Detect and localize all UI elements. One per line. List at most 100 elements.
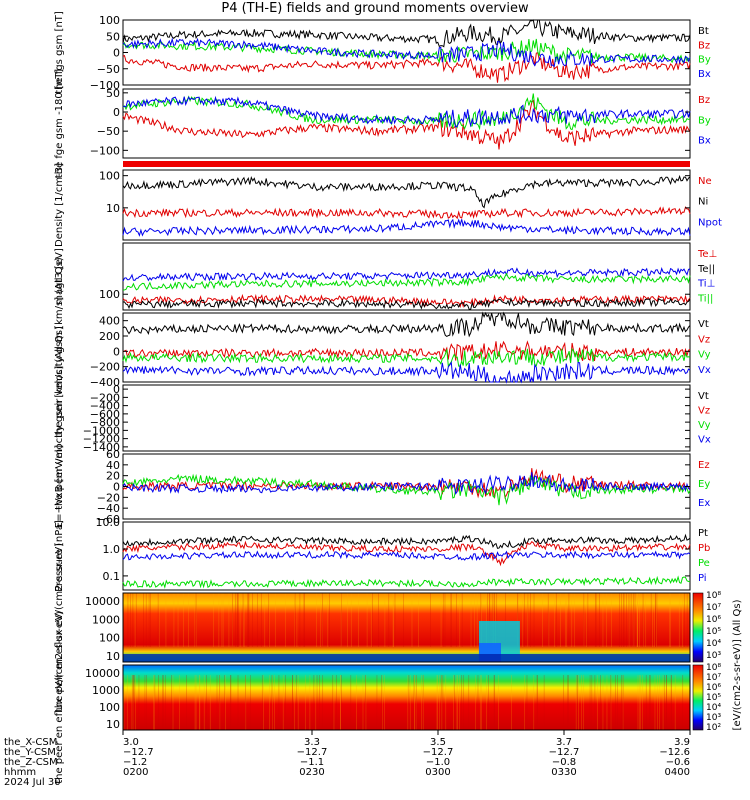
ytick-label: −1000 xyxy=(83,424,120,437)
ylabel-peir_vel: the peir velocity gsm [km/s] (All Qs) xyxy=(54,257,65,438)
panel-frame xyxy=(122,88,691,159)
xtick-label: 0330 xyxy=(551,767,576,778)
ytick-label: 1.0 xyxy=(103,543,121,556)
legend-entry: Vy xyxy=(698,420,711,431)
ytick-label: 10 xyxy=(106,650,120,663)
xtick-label: −1.2 xyxy=(123,757,147,768)
colorbar-tick: 10⁴ xyxy=(706,639,721,649)
series-line-fge-2 xyxy=(122,95,691,128)
series-line-peir_vel-0 xyxy=(122,311,691,338)
legend-entry: Bx xyxy=(698,69,711,80)
xtick-label: −0.8 xyxy=(552,757,576,768)
xtick-label: 3.0 xyxy=(123,737,139,748)
colorbar-top xyxy=(692,592,704,663)
colorbar-tick: 10⁴ xyxy=(706,703,721,713)
xtick-label: −1.1 xyxy=(300,757,324,768)
xaxis-row-label: hhmm xyxy=(4,767,36,778)
series-line-temp-3 xyxy=(122,272,691,291)
ytick-label: 0.1 xyxy=(103,570,121,583)
ytick-label: −200 xyxy=(90,391,120,404)
panel-frame xyxy=(122,664,691,731)
ytick-label: 10000 xyxy=(85,667,120,680)
ylabel-fge: the fge gsm -180 [nT] xyxy=(54,69,65,178)
legend-entry: Pi xyxy=(698,573,707,584)
ylabel-density: Density [1/cm-3] xyxy=(54,163,65,247)
legend-entry: Ni xyxy=(698,197,708,208)
ytick-label: 10.0 xyxy=(96,516,121,529)
xaxis-row-label: 2024 Jul 30 xyxy=(4,777,61,788)
ytick-label: 50 xyxy=(106,30,120,43)
ytick-label: −40 xyxy=(97,502,120,515)
series-line-temp-0 xyxy=(122,293,691,309)
xtick-label: −12.7 xyxy=(549,747,580,758)
ytick-label: −200 xyxy=(90,361,120,374)
series-line-pressure-2 xyxy=(122,575,691,589)
colorbar-tick: 10² xyxy=(706,723,721,733)
ytick-label: 100 xyxy=(99,632,120,645)
legend-entry: Bz xyxy=(698,95,710,106)
ylabel-fgs: the fgs gsm [nT] xyxy=(54,11,65,94)
panel-fge: the fge gsm -180 [nT] 50 0 −50 −100 Bz By Bx xyxy=(54,69,711,178)
legend-entry: Vy xyxy=(698,350,711,361)
ytick-label: −800 xyxy=(90,416,120,429)
panel-frame xyxy=(122,592,691,663)
series-line-peir_vel-1 xyxy=(122,340,691,362)
ylabel-peer_spec: the peer en eflux eV/(cm2-s-sr-eV) xyxy=(54,611,65,784)
legend-entry: Te|| xyxy=(697,264,715,275)
xtick-label: 0400 xyxy=(665,767,690,778)
colorbar-tick: 10⁸ xyxy=(706,591,721,601)
ytick-label: −100 xyxy=(90,144,120,157)
panel-frame xyxy=(122,242,691,311)
ytick-label: 400 xyxy=(99,315,120,328)
spectrogram-lowband xyxy=(123,654,690,662)
series-line-peir_vel-3 xyxy=(122,360,691,384)
xaxis-row-label: the_X-CSM xyxy=(4,737,57,748)
colorbar-tick: 10³ xyxy=(706,713,721,723)
xaxis-row-label: the_Z-CSM xyxy=(4,757,58,768)
ytick-label: −50 xyxy=(97,125,120,138)
ylabel-pressure: Pressure [nPa] xyxy=(54,520,65,592)
legend-entry: By xyxy=(698,55,711,66)
legend-entry: Vz xyxy=(698,334,710,345)
legend-entry: Ne xyxy=(698,176,712,187)
xtick-label: 3.9 xyxy=(674,737,690,748)
panel-peer_spec: the peer en eflux eV/(cm2-s-sr-eV) xyxy=(54,611,691,784)
colorbar-tick: 10⁵ xyxy=(706,627,721,637)
legend-entry: Bx xyxy=(698,136,711,147)
ytick-label: 0 xyxy=(113,383,120,396)
ytick-label: 0 xyxy=(113,481,120,494)
panel-frame xyxy=(122,384,691,452)
series-line-efield-2 xyxy=(122,472,691,495)
ytick-label: 60 xyxy=(106,448,120,461)
legend-entry: By xyxy=(698,115,711,126)
series-line-density-1 xyxy=(122,174,691,209)
ytick-label: 100 xyxy=(99,288,120,301)
ytick-label: 100 xyxy=(99,701,120,714)
ytick-label: −50 xyxy=(97,63,120,76)
ylabel-efield: E=−VxB [mV/m] xyxy=(54,445,65,528)
ytick-label: 0 xyxy=(113,47,120,60)
ytick-label: 40 xyxy=(106,459,120,472)
ytick-label: 10 xyxy=(106,718,120,731)
colorbar-tick: 10⁸ xyxy=(706,663,721,673)
panel-peer_vel: the peer velocity gsm [km/s] (All Qs) 0−2… xyxy=(54,326,711,510)
ytick-label: 50 xyxy=(106,87,120,100)
chart-title: P4 (TH-E) fields and ground moments over… xyxy=(221,1,529,16)
colorbar-tick: 10³ xyxy=(706,651,721,661)
legend-entry: Ti⊥ xyxy=(697,279,715,290)
legend-entry: Ey xyxy=(698,479,710,490)
ytick-label: 10000 xyxy=(85,595,120,608)
legend-entry: Vz xyxy=(698,406,710,417)
xtick-label: −12.7 xyxy=(297,747,328,758)
legend-entry: Npot xyxy=(698,217,722,228)
ytick-label: 0 xyxy=(113,345,120,358)
panel-temp: magt3 [eV] 100 Te⊥ Te|| Ti⊥ Ti|| xyxy=(54,242,717,311)
series-line-pressure-0 xyxy=(122,533,691,549)
legend-entry: Vt xyxy=(698,319,709,330)
ytick-label: 10 xyxy=(106,202,120,215)
ytick-label: −400 xyxy=(90,400,120,413)
legend-entry: Vx xyxy=(698,435,711,446)
ytick-label: −60 xyxy=(97,513,120,526)
spectrogram-peir_spec xyxy=(123,593,690,662)
